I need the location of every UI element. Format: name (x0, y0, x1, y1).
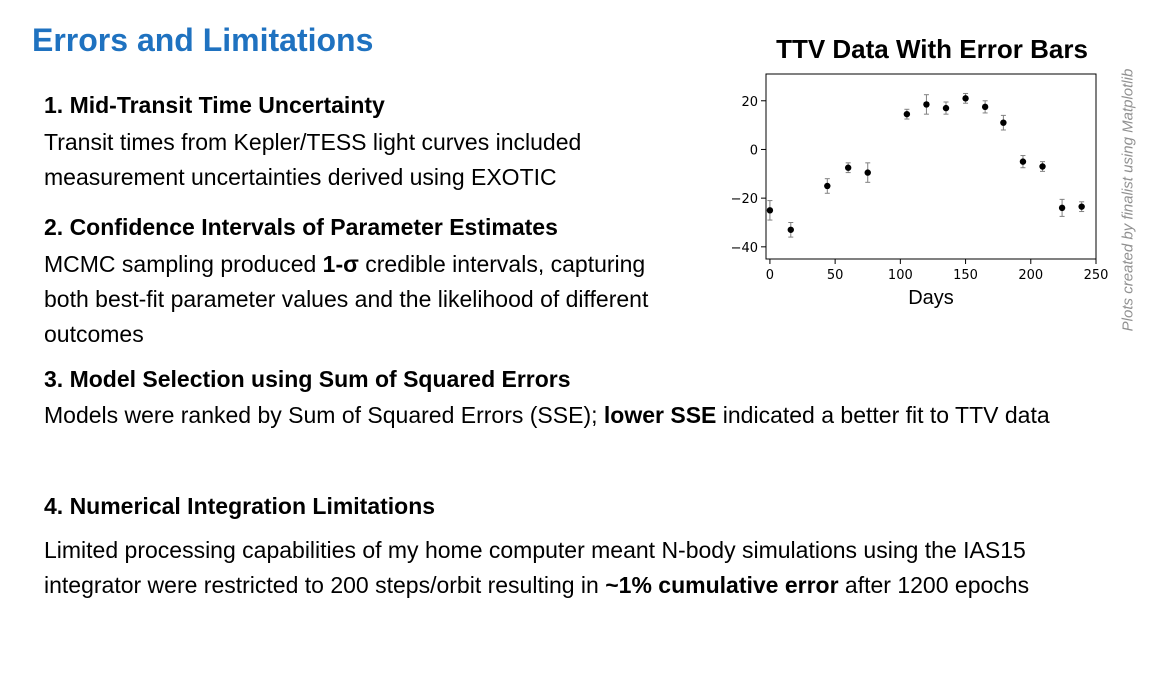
data-point (1058, 204, 1066, 212)
data-point (1019, 158, 1027, 165)
section-2-heading: 2. Confidence Intervals of Parameter Est… (44, 214, 558, 240)
data-point (962, 95, 969, 102)
data-point (923, 101, 930, 108)
section-4-heading: 4. Numerical Integration Limitations (44, 493, 436, 519)
section-1-body: Transit times from Kepler/TESS light cur… (44, 125, 684, 195)
body-text: indicated a better fit to TTV data (716, 402, 1050, 428)
section-1-heading: 1. Mid-Transit Time Uncertainty (44, 92, 385, 118)
data-point (981, 103, 989, 111)
body-text: MCMC sampling produced (44, 251, 323, 277)
body-text: Transit times from Kepler/TESS light cur… (44, 129, 582, 190)
section-3-body: Models were ranked by Sum of Squared Err… (44, 398, 1104, 433)
data-point (942, 104, 950, 112)
section-2-body: MCMC sampling produced 1-σ credible inte… (44, 247, 654, 352)
body-text: after 1200 epochs (838, 572, 1030, 598)
data-point (1039, 163, 1046, 170)
data-point (824, 182, 831, 190)
emphasis-text: 1-σ (322, 251, 359, 277)
x-axis-label: Days (908, 287, 954, 309)
x-tick-label: 50 (827, 268, 844, 283)
chart-title: TTV Data With Error Bars (776, 34, 1088, 64)
plot-credit: Plots created by finalist using Matplotl… (1119, 68, 1137, 332)
x-tick-label: 150 (953, 268, 978, 283)
y-tick-label: 20 (741, 95, 758, 110)
section-4-body: Limited processing capabilities of my ho… (44, 533, 1104, 603)
body-text: Limited processing capabilities of my ho… (44, 537, 1026, 598)
y-tick-label: −40 (731, 241, 758, 256)
emphasis-text: ~1% cumulative error (605, 572, 839, 598)
y-tick-label: −20 (731, 192, 758, 207)
data-point (844, 164, 852, 171)
data-point (864, 169, 871, 176)
x-tick-label: 0 (766, 268, 774, 283)
data-point (903, 110, 911, 118)
y-tick-label: 0 (750, 143, 758, 158)
section-3-heading: 3. Model Selection using Sum of Squared … (44, 366, 571, 392)
data-point (766, 207, 774, 214)
body-text: credible intervals, capturing both best-… (44, 251, 649, 347)
data-point (787, 226, 794, 233)
x-tick-label: 200 (1018, 268, 1043, 283)
body-text: Models were ranked by Sum of Squared Err… (44, 402, 604, 428)
data-point (1078, 203, 1085, 210)
x-tick-label: 250 (1084, 268, 1109, 283)
plot-frame (765, 73, 1097, 260)
slide-title: Errors and Limitations (32, 22, 374, 58)
emphasis-text: lower SSE (603, 402, 717, 428)
x-tick-label: 100 (888, 268, 913, 283)
data-point (1000, 119, 1007, 126)
ttv-scatter-chart: 0 50 100 150 200 250 −40 −20 0 20 Days (731, 73, 1109, 309)
